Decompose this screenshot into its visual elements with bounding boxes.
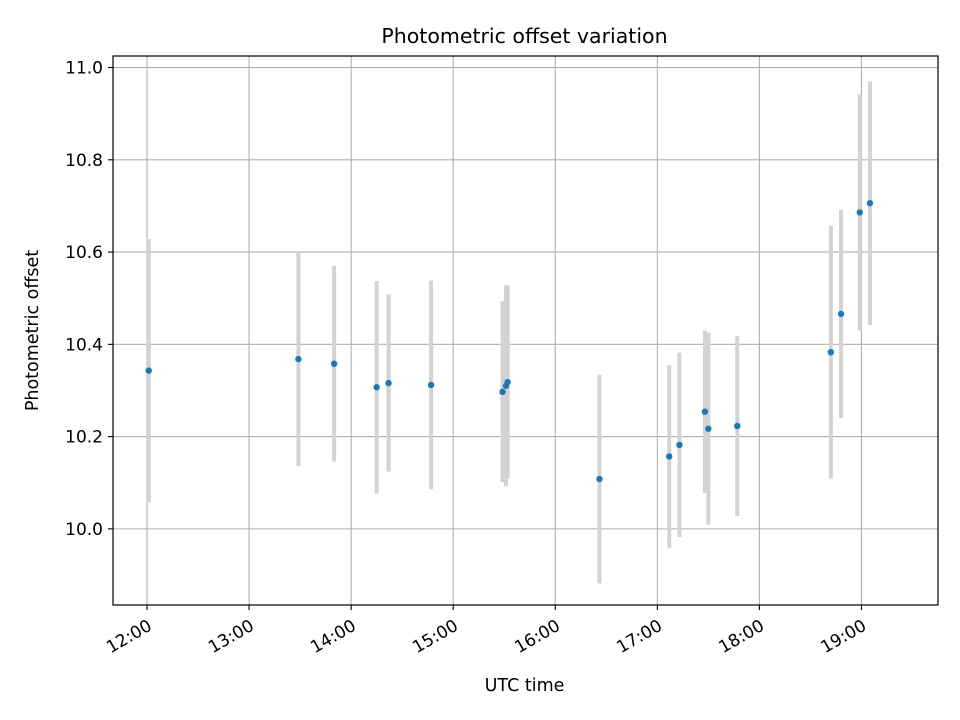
y-tick-label: 10.2 xyxy=(65,428,103,448)
x-tick-label: 19:00 xyxy=(818,616,870,658)
grid xyxy=(113,56,938,605)
data-point xyxy=(837,310,845,318)
data-point xyxy=(145,367,152,374)
data-point xyxy=(676,441,683,449)
chart-title: Photometric offset variation xyxy=(381,24,667,48)
y-tick-label: 10.6 xyxy=(65,243,103,263)
y-axis: 10.0 10.2 10.4 10.6 10.8 11.0 xyxy=(65,59,113,540)
y-axis-label: Photometric offset xyxy=(23,250,43,411)
y-tick-label: 10.8 xyxy=(65,151,103,171)
x-tick-label: 14:00 xyxy=(307,616,359,658)
data-point xyxy=(856,209,863,216)
data-point xyxy=(330,360,338,367)
y-tick-label: 10.0 xyxy=(65,520,103,540)
data-point xyxy=(504,378,511,386)
x-tick-label: 18:00 xyxy=(715,616,767,658)
x-axis: 12:00 13:00 14:00 15:00 16:00 17:00 18:00 19:00 xyxy=(103,605,870,658)
data-point xyxy=(866,199,874,207)
x-tick-label: 17:00 xyxy=(613,616,665,658)
data-point xyxy=(295,355,302,363)
plot-frame xyxy=(112,55,939,606)
data-point xyxy=(734,422,741,430)
data-point xyxy=(499,388,506,396)
y-tick-label: 11.0 xyxy=(65,59,103,79)
data-point xyxy=(705,425,712,432)
data-points xyxy=(145,199,874,483)
data-point xyxy=(827,348,835,356)
x-tick-label: 15:00 xyxy=(409,616,461,658)
data-point xyxy=(596,475,603,483)
data-point xyxy=(385,379,392,387)
data-point xyxy=(666,453,673,460)
data-point xyxy=(427,381,435,389)
x-tick-label: 16:00 xyxy=(511,616,563,658)
x-tick-label: 13:00 xyxy=(205,616,257,658)
data-point xyxy=(373,384,380,391)
data-point xyxy=(701,408,709,415)
error-bars xyxy=(146,81,872,584)
y-tick-label: 10.4 xyxy=(65,335,103,355)
x-tick-label: 12:00 xyxy=(103,616,155,658)
x-axis-label: UTC time xyxy=(485,676,565,696)
